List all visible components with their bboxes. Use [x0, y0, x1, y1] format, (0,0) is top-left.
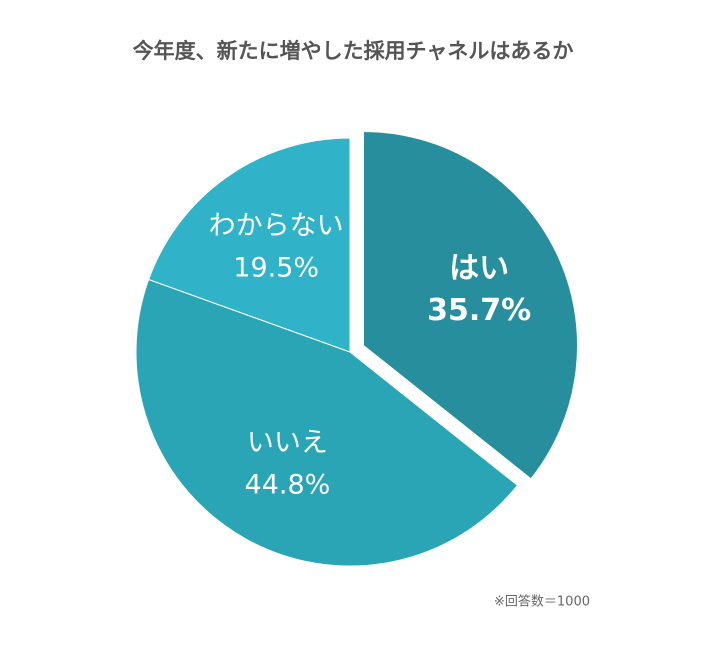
value-label: 35.7% [427, 293, 531, 328]
pie-slice [135, 278, 519, 567]
note: ※回答数＝1000 [494, 594, 590, 610]
slice-label: いいえ [247, 428, 328, 459]
value-label: 19.5% [233, 252, 319, 283]
value-label: 44.8% [245, 470, 331, 501]
slice-label: わからない [209, 210, 344, 241]
slice-label: はい [449, 251, 509, 286]
pie-slice [148, 137, 351, 353]
pie-slice [363, 130, 579, 480]
chart-title: 今年度、新たに増やした採用チャネルはあるか [133, 39, 574, 63]
